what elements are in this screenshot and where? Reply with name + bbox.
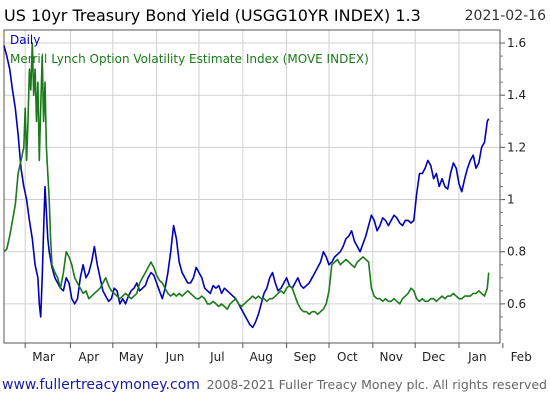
y-tick-label: 0.8 (507, 245, 526, 259)
x-axis: Mar Apr May Jun Jul Aug Sep Oct Nov Dec Jan Feb (24, 343, 532, 364)
x-tick-label: Feb (511, 350, 532, 364)
y-axis: 0.6 0.8 1 1.2 1.4 1.6 (500, 36, 526, 331)
x-tick-label: May (119, 350, 144, 364)
y-tick-label: 1.6 (507, 36, 526, 50)
x-tick-label: Dec (422, 350, 445, 364)
legend-move: Merrill Lynch Option Volatility Estimate… (10, 52, 369, 66)
x-tick-label: Apr (78, 350, 99, 364)
x-tick-label: Oct (337, 350, 358, 364)
x-tick-label: Jan (467, 350, 487, 364)
x-tick-label: Mar (32, 350, 55, 364)
y-tick-label: 0.6 (507, 297, 526, 311)
x-tick-label: Jun (165, 350, 185, 364)
legend-daily: Daily (10, 33, 40, 47)
x-tick-label: Jul (209, 350, 224, 364)
x-tick-label: Sep (294, 350, 317, 364)
chart-date: 2021-02-16 (465, 8, 546, 24)
y-tick-label: 1.4 (507, 88, 526, 102)
x-tick-label: Nov (379, 350, 402, 364)
chart-title: US 10yr Treasury Bond Yield (USGG10YR IN… (4, 6, 421, 25)
y-tick-label: 1.2 (507, 140, 526, 154)
move-series-line (3, 42, 490, 316)
yield-series-line (3, 45, 490, 329)
y-tick-label: 1 (507, 193, 515, 207)
footer-copyright: 2008-2021 Fuller Treacy Money plc. All r… (207, 377, 547, 392)
footer-link[interactable]: www.fullertreacymoney.com (2, 377, 200, 393)
x-tick-label: Aug (249, 350, 272, 364)
series-layer (3, 42, 490, 329)
